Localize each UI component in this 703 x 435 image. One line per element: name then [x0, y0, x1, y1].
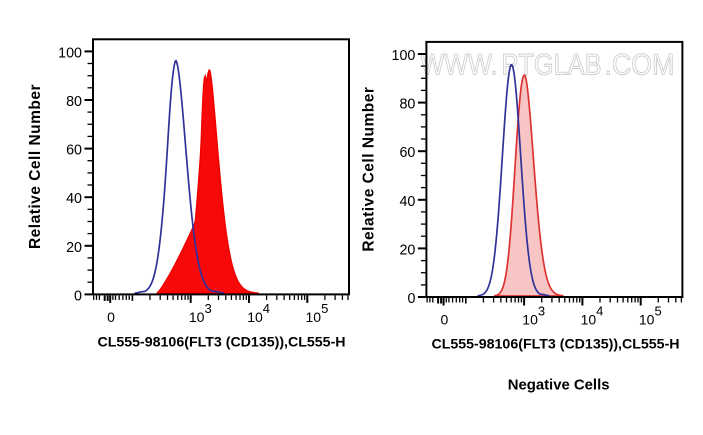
svg-text:PTGLAB: PTGLAB	[502, 49, 602, 82]
svg-text:Relative Cell Number: Relative Cell Number	[27, 84, 44, 249]
svg-text:100: 100	[392, 48, 416, 64]
svg-text:60: 60	[399, 145, 415, 161]
svg-text:60: 60	[66, 143, 82, 159]
svg-text:100: 100	[58, 45, 82, 61]
svg-text:CL555-98106(FLT3 (CD135)),CL55: CL555-98106(FLT3 (CD135)),CL555-H	[97, 334, 345, 350]
svg-text:80: 80	[399, 97, 415, 113]
svg-text:.COM: .COM	[605, 49, 675, 82]
svg-text:0: 0	[407, 291, 415, 307]
svg-text:WWW.: WWW.	[421, 49, 498, 82]
svg-text:40: 40	[66, 191, 82, 207]
svg-text:20: 20	[399, 242, 415, 258]
svg-text:0: 0	[107, 309, 115, 325]
svg-text:20: 20	[66, 240, 82, 256]
svg-text:0: 0	[441, 312, 449, 328]
svg-text:Relative Cell Number: Relative Cell Number	[361, 87, 378, 252]
svg-text:Negative Cells: Negative Cells	[508, 378, 610, 394]
svg-text:80: 80	[66, 94, 82, 110]
svg-text:CL555-98106(FLT3 (CD135)),CL55: CL555-98106(FLT3 (CD135)),CL555-H	[431, 337, 679, 353]
svg-text:40: 40	[399, 194, 415, 210]
svg-text:0: 0	[74, 288, 82, 304]
